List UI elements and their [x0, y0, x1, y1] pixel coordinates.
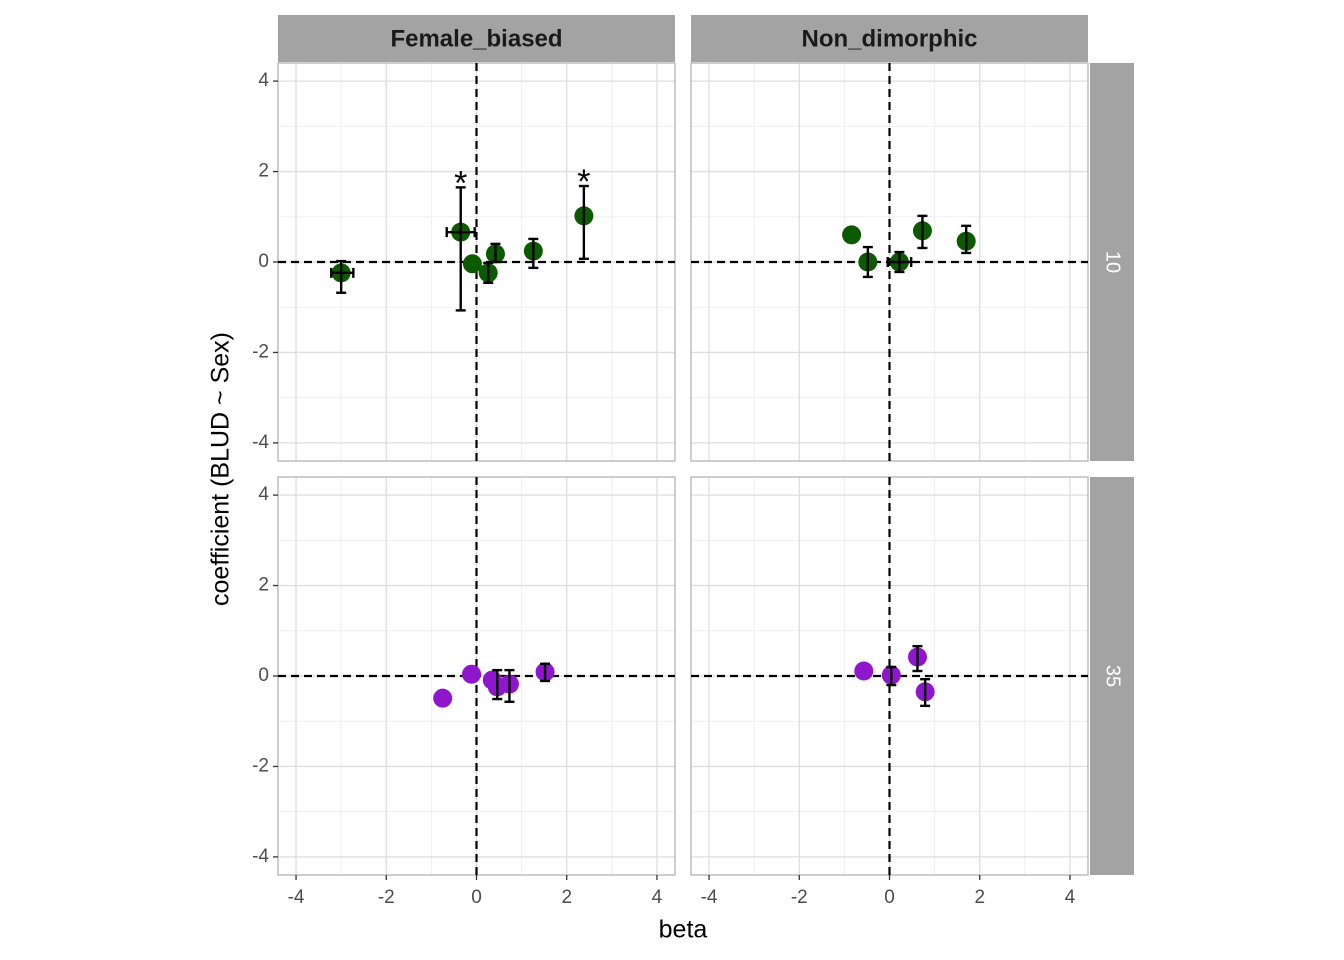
x-axis-title: beta: [659, 916, 708, 944]
point: [433, 688, 453, 708]
x-tick-label: 2: [561, 887, 572, 908]
column-strip-label: Female_biased: [390, 25, 562, 52]
column-strip-label: Non_dimorphic: [801, 25, 977, 52]
x-tick-label: -2: [791, 887, 808, 908]
y-error-bar: [578, 184, 589, 261]
y-tick-label: -4: [252, 432, 269, 453]
point: [854, 661, 874, 681]
y-error-bar: [886, 665, 897, 687]
y-error-bar: [912, 644, 923, 673]
panel: [690, 62, 1089, 462]
panel: [690, 476, 1089, 876]
x-tick-label: -4: [288, 887, 305, 908]
x-tick-label: -4: [701, 887, 718, 908]
y-error-bar: [455, 186, 466, 312]
y-tick-label: 4: [258, 70, 269, 91]
y-error-bar: [492, 668, 503, 701]
point-label: *: [577, 163, 590, 201]
x-tick-label: 0: [884, 887, 895, 908]
x-tick-label: 4: [652, 887, 663, 908]
y-error-bar: [336, 259, 347, 294]
y-tick-label: -4: [252, 846, 269, 867]
y-tick-label: -2: [252, 755, 269, 776]
y-error-bar: [540, 662, 551, 683]
x-tick-label: 4: [1065, 887, 1076, 908]
y-error-bar: [490, 242, 501, 264]
column-strip: [278, 15, 675, 62]
row-strip-label: 10: [1102, 251, 1124, 273]
y-error-bar: [920, 677, 931, 708]
x-error-bar: [330, 267, 355, 278]
panel: * *: [277, 62, 676, 462]
y-tick-label: 2: [258, 161, 269, 182]
y-error-bar: [961, 224, 972, 255]
y-error-bar: [528, 237, 539, 270]
y-tick-label: 0: [258, 665, 269, 686]
y-tick-label: 4: [258, 484, 269, 505]
y-error-bar: [917, 214, 928, 250]
point: [462, 254, 482, 274]
row-strip-label: 35: [1102, 665, 1124, 687]
row-strip: [1090, 63, 1134, 461]
row-strip: [1090, 477, 1134, 875]
x-tick-label: 2: [974, 887, 985, 908]
y-tick-label: -2: [252, 341, 269, 362]
x-tick-label: 0: [471, 887, 482, 908]
panel: [277, 476, 676, 876]
x-error-bar: [886, 257, 913, 267]
point: [842, 225, 862, 245]
point: [462, 664, 482, 684]
y-tick-label: 0: [258, 251, 269, 272]
y-tick-label: 2: [258, 575, 269, 596]
x-error-bar: [445, 227, 476, 238]
y-axis-title: coefficient (BLUD ~ Sex): [207, 332, 235, 606]
x-tick-label: -2: [378, 887, 395, 908]
y-error-bar: [862, 245, 873, 279]
point-label: *: [454, 164, 467, 202]
y-error-bar: [504, 668, 515, 703]
column-strip: [691, 15, 1088, 62]
